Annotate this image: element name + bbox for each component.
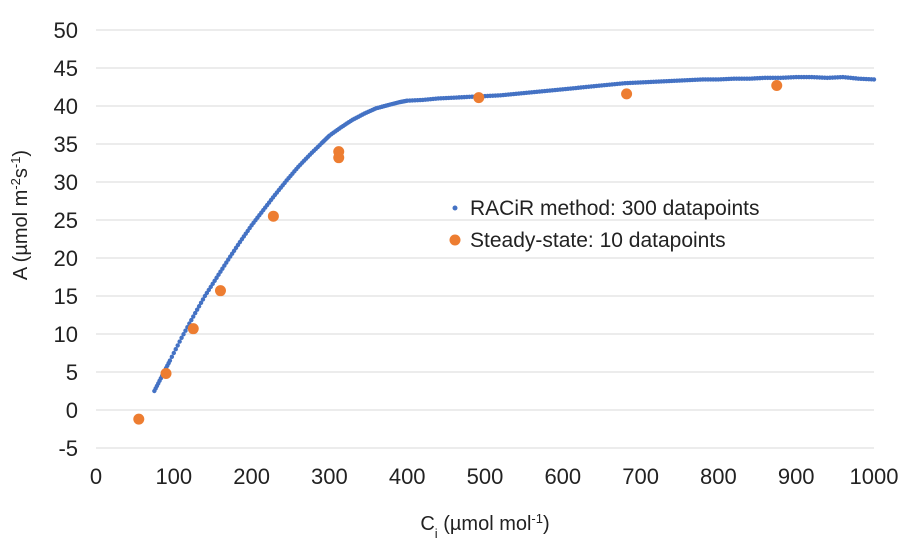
steady-state-point [133, 413, 145, 425]
y-axis-title: A (µmol m-2s-1) [8, 150, 33, 280]
x-tick-label: 900 [778, 464, 815, 489]
steady-state-series [133, 79, 783, 425]
racir-point [189, 317, 194, 323]
racir-point [175, 343, 180, 348]
legend-marker-racir [452, 205, 458, 211]
x-tick-label: 0 [90, 464, 102, 489]
x-axis-title: Ci (µmol mol-1) [420, 511, 549, 541]
x-tick-label: 200 [233, 464, 270, 489]
y-tick-label: 25 [54, 208, 78, 233]
legend: RACiR method: 300 datapoints Steady-stat… [449, 197, 760, 252]
y-tick-labels: -5 0 5 10 15 20 25 30 35 40 45 50 [54, 18, 78, 461]
y-tick-label: 30 [54, 170, 78, 195]
x-tick-label: 1000 [850, 464, 899, 489]
racir-point [183, 328, 188, 333]
legend-marker-steady-state [449, 234, 461, 246]
y-tick-label: 40 [54, 94, 78, 119]
steady-state-point [771, 79, 783, 91]
steady-state-point [214, 285, 226, 297]
steady-state-point [333, 152, 345, 164]
x-tick-label: 800 [700, 464, 737, 489]
y-tick-label: 10 [54, 322, 78, 347]
steady-state-point [473, 92, 485, 104]
racir-point [871, 77, 877, 82]
legend-label-racir: RACiR method: 300 datapoints [470, 197, 760, 220]
x-tick-label: 300 [311, 464, 348, 489]
racir-point [167, 358, 173, 363]
racir-point [179, 335, 184, 340]
steady-state-point [267, 210, 279, 222]
racir-point [198, 300, 204, 306]
y-tick-label: 50 [54, 18, 78, 43]
racir-point [196, 304, 202, 309]
y-tick-label: 0 [66, 398, 78, 423]
x-tick-label: 100 [155, 464, 192, 489]
racir-point [194, 307, 200, 312]
racir-point [192, 310, 198, 316]
y-tick-label: -5 [58, 436, 78, 461]
y-tick-label: 20 [54, 246, 78, 271]
y-tick-label: 45 [54, 56, 78, 81]
y-tick-label: 5 [66, 360, 78, 385]
x-tick-label: 500 [467, 464, 504, 489]
gridlines [96, 29, 874, 449]
racir-point [173, 347, 178, 352]
racir-point [200, 297, 206, 302]
steady-state-point [160, 368, 172, 380]
steady-state-point [187, 323, 199, 335]
legend-label-steady-state: Steady-state: 10 datapoints [470, 229, 726, 252]
racir-point [169, 354, 175, 359]
x-tick-labels: 0 100 200 300 400 500 600 700 800 900 1000 [90, 464, 899, 489]
y-tick-label: 35 [54, 132, 78, 157]
x-tick-label: 400 [389, 464, 426, 489]
x-tick-label: 700 [622, 464, 659, 489]
y-tick-label: 15 [54, 284, 78, 309]
racir-point [177, 339, 182, 344]
racir-point [191, 314, 196, 319]
steady-state-point [621, 88, 633, 100]
racir-point [171, 350, 176, 356]
racir-point [181, 332, 186, 337]
x-tick-label: 600 [544, 464, 581, 489]
